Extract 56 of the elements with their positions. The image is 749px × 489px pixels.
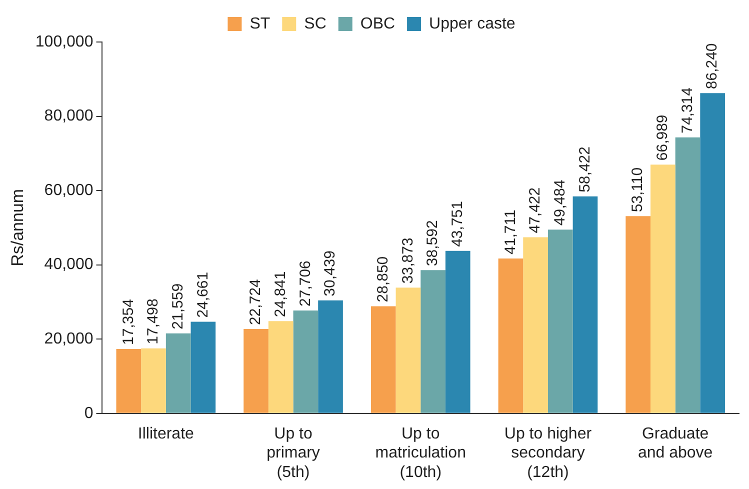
bar [370, 306, 396, 413]
data-label: 38,592 [424, 220, 442, 266]
bar [700, 93, 725, 413]
x-tick-label: Graduate and above [638, 425, 713, 462]
data-label: 43,751 [449, 201, 466, 247]
bar [548, 230, 573, 413]
legend-label: SC [304, 15, 326, 32]
x-tick-label: Up to primary (5th) [266, 425, 320, 481]
data-label: 47,422 [526, 187, 544, 234]
data-label: 27,706 [296, 260, 314, 306]
data-label: 28,850 [374, 256, 392, 302]
bar [650, 164, 676, 413]
bar [523, 237, 548, 413]
y-tick-label: 20,000 [44, 330, 94, 348]
bar [318, 300, 343, 413]
data-label: 58,422 [576, 146, 594, 192]
bar [572, 196, 598, 413]
data-label: 24,661 [194, 272, 212, 318]
bar [293, 310, 318, 413]
data-label: 21,559 [169, 283, 186, 330]
data-label: 53,110 [629, 167, 646, 212]
bar [190, 322, 216, 413]
data-label: 49,484 [552, 180, 569, 226]
legend-label: Upper caste [429, 15, 516, 32]
x-tick-label: Illiterate [138, 425, 194, 442]
bar [498, 258, 524, 413]
data-label: 24,841 [272, 271, 289, 318]
bar [445, 250, 470, 413]
bar [396, 288, 421, 413]
y-tick-label: 100,000 [35, 33, 94, 50]
data-label: 33,873 [399, 238, 416, 284]
y-tick-label: 60,000 [44, 182, 94, 199]
bar [141, 348, 166, 413]
bar [116, 348, 142, 413]
y-tick-label: 0 [84, 404, 94, 422]
bar [268, 321, 294, 413]
bar [675, 137, 700, 413]
data-label: 41,711 [502, 210, 519, 254]
data-label: 86,240 [704, 43, 721, 90]
legend-label: OBC [360, 15, 396, 32]
data-label: 66,989 [654, 114, 672, 161]
data-label: 17,354 [120, 299, 137, 345]
legend-label: ST [250, 15, 270, 32]
bar [420, 270, 446, 413]
x-tick-label: Up to higher secondary (12th) [504, 425, 592, 481]
data-label: 74,314 [678, 88, 696, 134]
x-tick-label: Up to matriculation (10th) [375, 425, 466, 481]
y-tick-label: 40,000 [44, 256, 94, 274]
data-label: 30,439 [322, 250, 339, 296]
data-label: 22,724 [247, 279, 264, 326]
bar [166, 333, 191, 413]
y-tick-label: 80,000 [44, 108, 94, 125]
data-label: 17,498 [144, 298, 162, 344]
bar [626, 216, 650, 413]
bar [244, 329, 268, 413]
y-axis-title: Rs/annum [8, 188, 27, 266]
